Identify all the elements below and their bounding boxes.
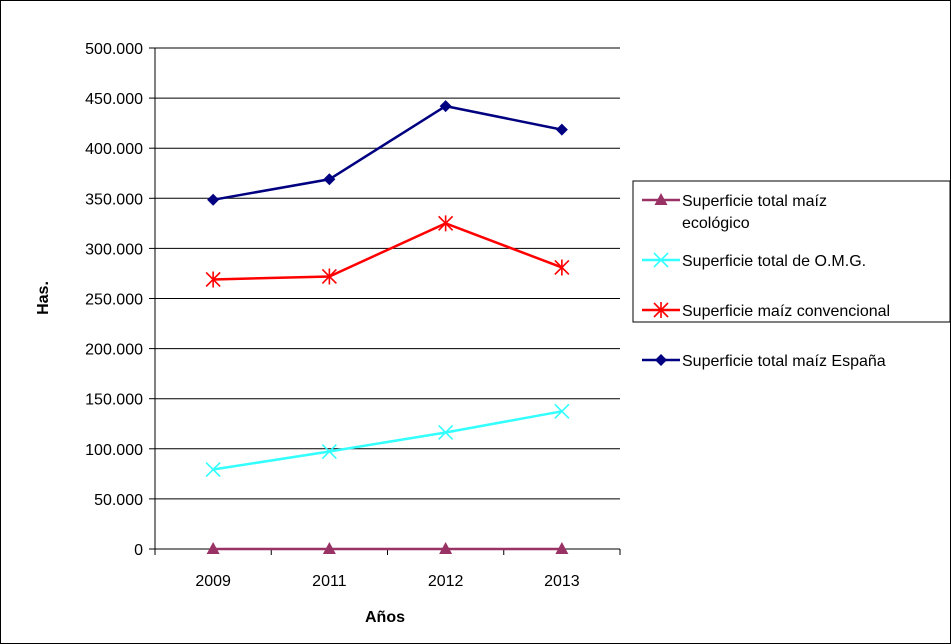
x-tick-label: 2012 <box>428 573 464 590</box>
legend: Superficie total maízecológicoSuperficie… <box>632 180 951 370</box>
y-tick-label: 350.000 <box>85 191 143 208</box>
series-0 <box>206 542 569 554</box>
x-axis-title: Años <box>365 609 405 626</box>
legend-marker <box>654 193 668 205</box>
y-tick-label: 150.000 <box>85 392 143 409</box>
grid-lines <box>155 47 620 500</box>
series-line <box>213 221 563 281</box>
y-tick-label: 250.000 <box>85 292 143 309</box>
x-tick-label: 2011 <box>312 573 347 590</box>
series-group <box>205 100 570 554</box>
data-point-marker <box>438 424 454 441</box>
series-line <box>212 104 563 202</box>
data-point-marker <box>205 461 221 478</box>
legend-label: Superficie total maíz España <box>682 353 886 370</box>
data-point-marker <box>205 271 221 288</box>
data-point-marker <box>554 259 570 276</box>
data-point-marker <box>555 123 568 136</box>
data-point-marker <box>321 443 337 460</box>
data-point-marker <box>439 100 452 113</box>
legend-box <box>632 180 951 323</box>
x-tick-label: 2013 <box>544 573 580 590</box>
legend-label: Superficie total maíz <box>682 193 827 210</box>
y-tick-label: 450.000 <box>85 91 143 108</box>
y-tick-label: 0 <box>134 542 143 559</box>
legend-marker <box>653 252 669 268</box>
legend-label: Superficie maíz convencional <box>682 303 890 320</box>
legend-entry: Superficie total maíz España <box>642 353 886 370</box>
data-point-marker <box>321 268 337 285</box>
legend-entry: Superficie total de O.M.G. <box>642 252 866 270</box>
x-axis-ticks: 2009 2011 2012 2013 <box>154 549 621 590</box>
legend-entry: Superficie total maíz ecológico <box>642 193 827 232</box>
y-tick-label: 300.000 <box>85 241 143 258</box>
y-tick-label: 50.000 <box>94 492 143 509</box>
y-tick-label: 500.000 <box>85 41 143 58</box>
data-point-marker <box>322 542 336 554</box>
legend-entry: Superficie maíz convencional <box>642 302 890 320</box>
data-point-marker <box>555 542 569 554</box>
legend-marker <box>653 302 669 318</box>
y-tick-label: 100.000 <box>85 442 143 459</box>
data-point-marker <box>323 173 336 186</box>
legend-marker <box>655 354 667 366</box>
legend-label: Superficie total de O.M.G. <box>682 253 866 270</box>
data-point-marker <box>207 193 220 206</box>
data-point-marker <box>554 403 570 419</box>
legend-label: ecológico <box>682 215 750 232</box>
data-point-marker <box>438 215 454 232</box>
y-axis-title: Has. <box>35 281 52 315</box>
y-tick-label: 200.000 <box>85 342 143 359</box>
series-line <box>212 410 563 471</box>
data-point-marker <box>439 542 453 554</box>
y-tick-label: 400.000 <box>85 141 143 158</box>
series-3 <box>207 100 568 206</box>
data-point-marker <box>206 542 220 554</box>
x-tick-label: 2009 <box>195 573 231 590</box>
series-1 <box>205 403 570 478</box>
series-2 <box>205 215 570 288</box>
y-axis-ticks: 0 50.000 100.000 150.000 200.000 250.000 300.0… <box>85 41 155 559</box>
